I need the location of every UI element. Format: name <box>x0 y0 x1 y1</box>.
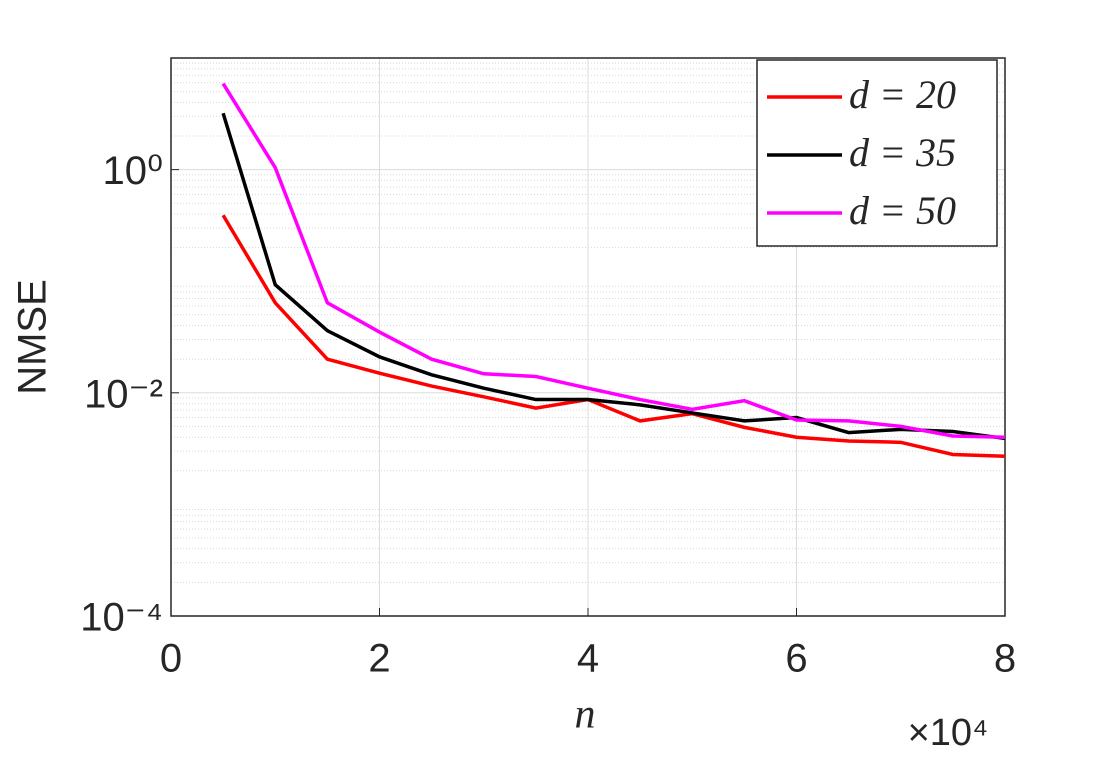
legend-label: d = 50 <box>849 188 956 233</box>
line-series <box>221 82 1006 439</box>
x-tick-label: 8 <box>994 637 1016 681</box>
x-multiplier: ×10⁴ <box>908 712 989 754</box>
legend-box <box>756 59 998 247</box>
legend-label: d = 20 <box>849 72 956 117</box>
x-tick-label: 0 <box>160 637 182 681</box>
x-tick-label: 4 <box>577 637 599 681</box>
legend-label: d = 35 <box>849 130 956 175</box>
y-tick-label: 10⁰ <box>102 149 163 193</box>
line-series <box>221 214 1006 459</box>
y-axis-label: NMSE <box>11 279 55 395</box>
x-axis-label: n <box>575 692 596 738</box>
y-tick-label: 10⁻⁴ <box>80 596 163 640</box>
axes-box <box>170 57 1006 617</box>
line-series <box>221 112 1006 441</box>
x-tick-label: 2 <box>368 637 390 681</box>
x-tick-label: 6 <box>785 637 807 681</box>
y-tick-label: 10⁻² <box>84 372 163 416</box>
